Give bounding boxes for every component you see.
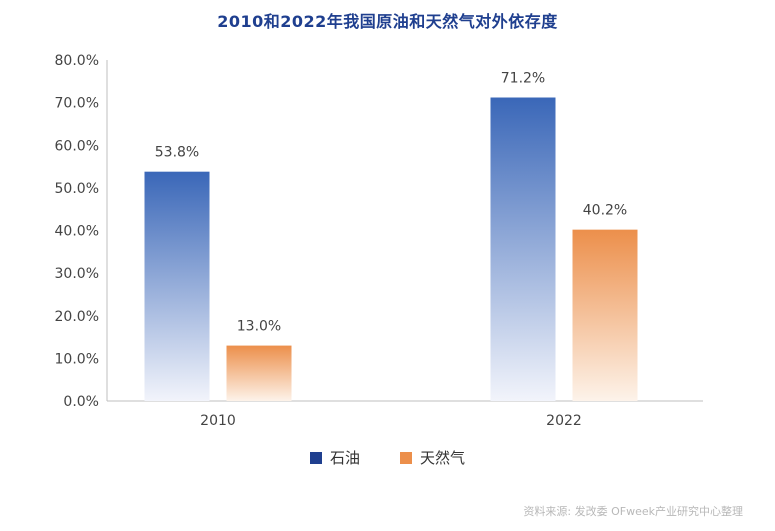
legend-label-gas: 天然气	[420, 449, 466, 467]
chart-title: 2010和2022年我国原油和天然气对外依存度	[217, 12, 558, 31]
legend: 石油 天然气	[0, 447, 775, 468]
y-tick-label: 60.0%	[55, 138, 99, 154]
bar-oil-2010	[144, 171, 210, 401]
data-label-oil-2010: 53.8%	[155, 145, 199, 161]
y-tick-label: 20.0%	[55, 309, 99, 325]
bar-oil-2022	[490, 97, 556, 401]
legend-swatch-gas	[400, 451, 412, 464]
x-tick-label: 2022	[546, 413, 582, 429]
bar-gas-2022	[572, 229, 638, 401]
data-label-gas-2010: 13.0%	[237, 319, 281, 335]
y-tick-label: 30.0%	[55, 266, 99, 282]
y-tick-label: 10.0%	[55, 351, 99, 367]
source-note: 资料来源: 发改委 OFweek产业研究中心整理	[523, 505, 743, 518]
legend-swatch-oil	[309, 451, 322, 464]
x-tick-label: 2010	[200, 413, 236, 429]
legend-label-oil: 石油	[329, 449, 360, 467]
legend-item-oil: 石油	[309, 447, 360, 468]
data-label-gas-2022: 40.2%	[583, 203, 627, 219]
y-tick-label: 80.0%	[55, 53, 99, 69]
y-tick-label: 50.0%	[55, 181, 99, 197]
y-tick-label: 40.0%	[55, 224, 99, 240]
y-tick-label: 0.0%	[63, 394, 99, 410]
legend-item-gas: 天然气	[400, 447, 465, 468]
y-tick-label: 70.0%	[55, 96, 99, 112]
data-label-oil-2022: 71.2%	[501, 71, 545, 87]
chart-plot: 0.0% 10.0% 20.0% 30.0% 40.0% 50.0% 60.0% 70.0% 8…	[55, 53, 703, 429]
bar-gas-2010	[226, 345, 292, 401]
